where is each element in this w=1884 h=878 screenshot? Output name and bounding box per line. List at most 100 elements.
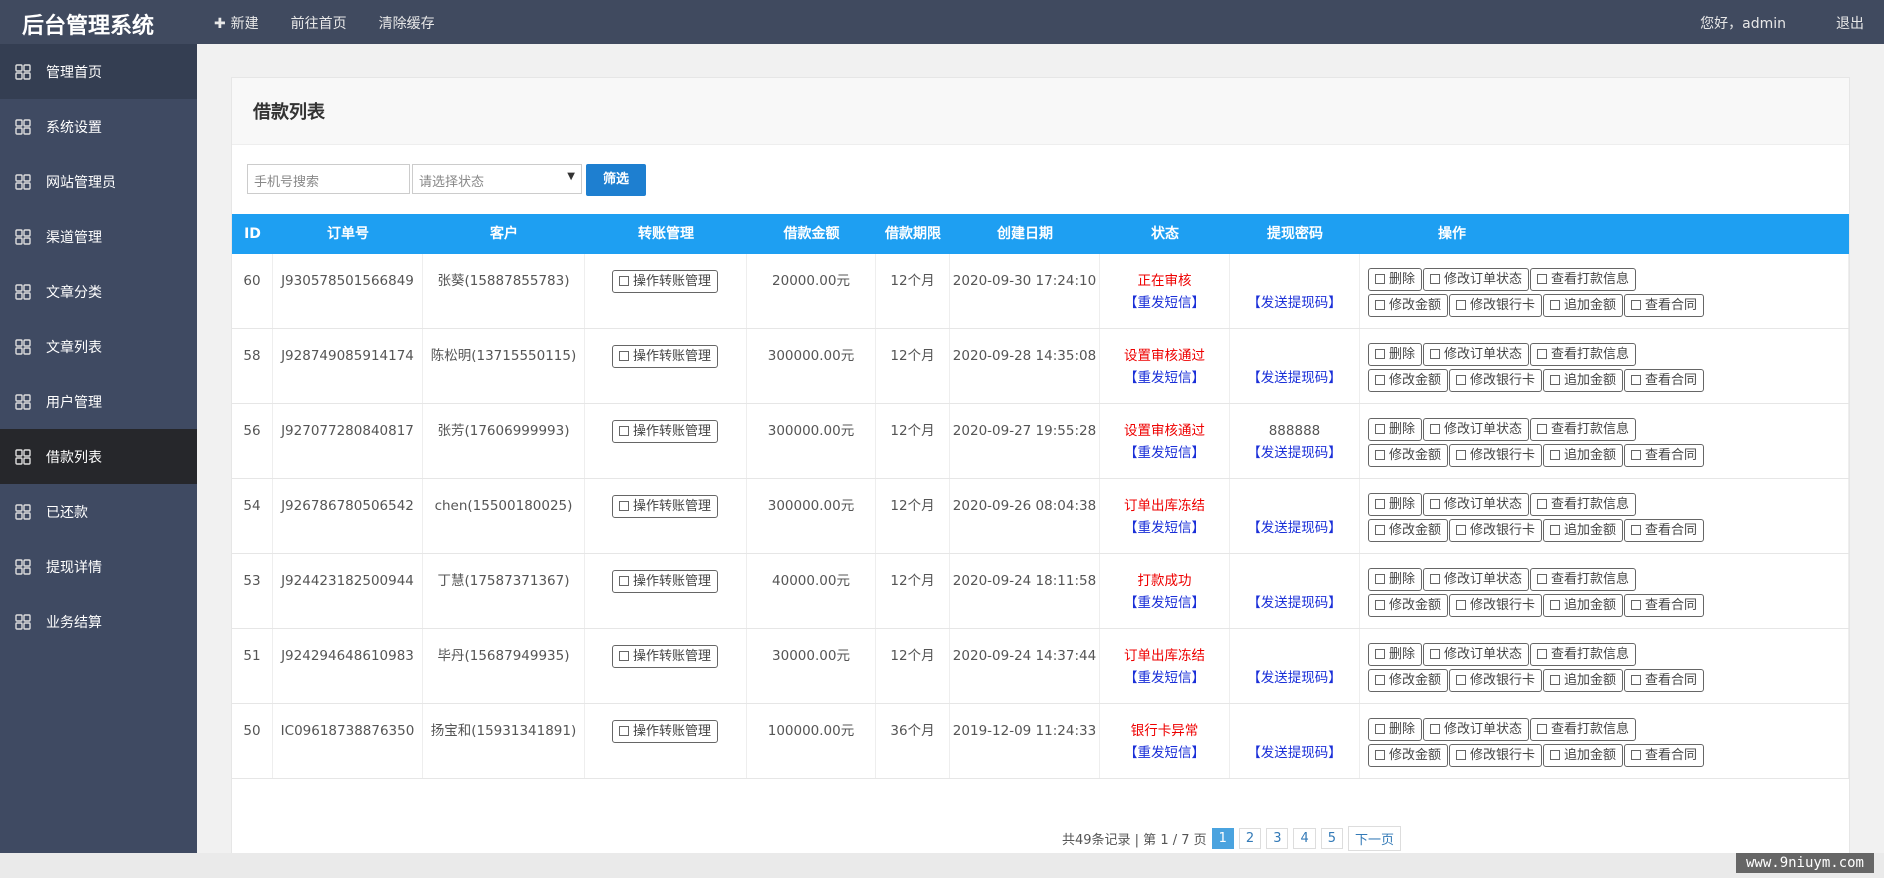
next-page[interactable]: 下一页 <box>1348 826 1402 851</box>
resend-link[interactable]: 【重发短信】 <box>1124 370 1205 386</box>
nav-link[interactable]: 清除缓存 <box>379 13 435 33</box>
action-button[interactable]: 追加金额 <box>1543 594 1624 617</box>
send-code-link[interactable]: 【发送提现码】 <box>1247 745 1342 761</box>
sidebar-item[interactable]: 网站管理员 <box>0 154 197 209</box>
send-code-link[interactable]: 【发送提现码】 <box>1247 445 1342 461</box>
action-button[interactable]: 修改订单状态 <box>1423 343 1530 366</box>
nav-link[interactable]: ✚ 新建 <box>214 13 259 33</box>
action-button[interactable]: 操作转账管理 <box>611 645 718 668</box>
action-button[interactable]: 修改银行卡 <box>1449 519 1543 542</box>
resend-link[interactable]: 【重发短信】 <box>1124 745 1205 761</box>
action-button[interactable]: 查看打款信息 <box>1530 493 1637 516</box>
action-button[interactable]: 修改订单状态 <box>1423 718 1530 741</box>
button-text: 追加金额 <box>1564 298 1617 313</box>
action-button[interactable]: 删除 <box>1368 343 1423 366</box>
resend-link[interactable]: 【重发短信】 <box>1124 670 1205 686</box>
action-button[interactable]: 查看合同 <box>1624 669 1705 692</box>
sidebar-item[interactable]: 提现详情 <box>0 539 197 594</box>
action-button[interactable]: 追加金额 <box>1543 369 1624 392</box>
action-button[interactable]: 操作转账管理 <box>611 420 718 443</box>
button-icon <box>1537 499 1548 509</box>
send-code-link[interactable]: 【发送提现码】 <box>1247 595 1342 611</box>
sidebar-item[interactable]: 借款列表 <box>0 429 197 484</box>
action-button[interactable]: 查看打款信息 <box>1530 343 1637 366</box>
sidebar-item[interactable]: 文章分类 <box>0 264 197 319</box>
phone-input[interactable]: 手机号搜索 <box>247 164 410 194</box>
action-button[interactable]: 查看打款信息 <box>1530 718 1637 741</box>
action-button[interactable]: 追加金额 <box>1543 744 1624 767</box>
action-button[interactable]: 修改金额 <box>1368 669 1449 692</box>
resend-link[interactable]: 【重发短信】 <box>1124 520 1205 536</box>
status-select[interactable]: 请选择状态 ▼ <box>412 164 582 194</box>
action-button[interactable]: 修改订单状态 <box>1423 568 1530 591</box>
logout[interactable]: 退出 <box>1836 16 1864 32</box>
action-button[interactable]: 查看打款信息 <box>1530 268 1637 291</box>
sidebar-item[interactable]: 管理首页 <box>0 44 197 99</box>
action-button[interactable]: 操作转账管理 <box>611 495 718 518</box>
action-button[interactable]: 查看打款信息 <box>1530 418 1637 441</box>
action-button[interactable]: 删除 <box>1368 268 1423 291</box>
action-button[interactable]: 查看合同 <box>1624 519 1705 542</box>
action-button[interactable]: 操作转账管理 <box>611 270 718 293</box>
sidebar-item[interactable]: 用户管理 <box>0 374 197 429</box>
page-link[interactable]: 4 <box>1293 828 1316 849</box>
action-button[interactable]: 修改订单状态 <box>1423 418 1530 441</box>
action-button[interactable]: 修改金额 <box>1368 294 1449 317</box>
send-code-link[interactable]: 【发送提现码】 <box>1247 370 1342 386</box>
action-button[interactable]: 删除 <box>1368 568 1423 591</box>
sidebar-item[interactable]: 已还款 <box>0 484 197 539</box>
action-button[interactable]: 追加金额 <box>1543 519 1624 542</box>
action-button[interactable]: 追加金额 <box>1543 294 1624 317</box>
action-button[interactable]: 修改金额 <box>1368 444 1449 467</box>
send-code-link[interactable]: 【发送提现码】 <box>1247 520 1342 536</box>
action-button[interactable]: 修改订单状态 <box>1423 268 1530 291</box>
filter-button[interactable]: 筛选 <box>586 164 646 196</box>
action-button[interactable]: 查看合同 <box>1624 594 1705 617</box>
resend-link[interactable]: 【重发短信】 <box>1124 295 1205 311</box>
action-button[interactable]: 修改银行卡 <box>1449 744 1543 767</box>
resend-link[interactable]: 【重发短信】 <box>1124 595 1205 611</box>
action-button[interactable]: 删除 <box>1368 418 1423 441</box>
page-link[interactable]: 3 <box>1266 828 1289 849</box>
action-button[interactable]: 修改银行卡 <box>1449 369 1543 392</box>
action-button[interactable]: 修改订单状态 <box>1423 493 1530 516</box>
action-button[interactable]: 修改金额 <box>1368 594 1449 617</box>
send-code-link[interactable]: 【发送提现码】 <box>1247 295 1342 311</box>
action-button[interactable]: 追加金额 <box>1543 444 1624 467</box>
action-button[interactable]: 修改银行卡 <box>1449 294 1543 317</box>
table-cell: 56 <box>232 404 273 478</box>
action-button[interactable]: 操作转账管理 <box>611 345 718 368</box>
action-button[interactable]: 查看打款信息 <box>1530 643 1637 666</box>
action-button[interactable]: 删除 <box>1368 718 1423 741</box>
action-button[interactable]: 修改金额 <box>1368 744 1449 767</box>
action-button[interactable]: 查看合同 <box>1624 744 1705 767</box>
action-button[interactable]: 删除 <box>1368 643 1423 666</box>
send-code-link[interactable]: 【发送提现码】 <box>1247 670 1342 686</box>
page-link[interactable]: 2 <box>1238 828 1262 849</box>
action-button[interactable]: 操作转账管理 <box>611 720 718 743</box>
sidebar-item[interactable]: 业务结算 <box>0 594 197 649</box>
action-button[interactable]: 修改金额 <box>1368 519 1449 542</box>
action-button[interactable]: 修改银行卡 <box>1449 444 1543 467</box>
page-link[interactable]: 1 <box>1211 828 1234 849</box>
action-button[interactable]: 删除 <box>1368 493 1423 516</box>
cell-customer: 陈松明(13715550115) <box>430 348 577 364</box>
action-button[interactable]: 追加金额 <box>1543 669 1624 692</box>
sidebar-item[interactable]: 系统设置 <box>0 99 197 154</box>
action-button[interactable]: 修改银行卡 <box>1449 669 1543 692</box>
action-button[interactable]: 操作转账管理 <box>611 570 718 593</box>
nav-link[interactable]: 前往首页 <box>291 13 347 33</box>
action-button[interactable]: 查看打款信息 <box>1530 568 1637 591</box>
action-button[interactable]: 查看合同 <box>1624 444 1705 467</box>
cell-status: 设置审核通过 <box>1124 348 1205 364</box>
action-button[interactable]: 查看合同 <box>1624 369 1705 392</box>
action-button[interactable]: 查看合同 <box>1624 294 1705 317</box>
sidebar-item[interactable]: 文章列表 <box>0 319 197 374</box>
sidebar-item[interactable]: 渠道管理 <box>0 209 197 264</box>
action-button[interactable]: 修改银行卡 <box>1449 594 1543 617</box>
resend-link[interactable]: 【重发短信】 <box>1124 445 1205 461</box>
action-button[interactable]: 修改金额 <box>1368 369 1449 392</box>
action-button[interactable]: 修改订单状态 <box>1423 643 1530 666</box>
page-link[interactable]: 5 <box>1320 828 1344 849</box>
